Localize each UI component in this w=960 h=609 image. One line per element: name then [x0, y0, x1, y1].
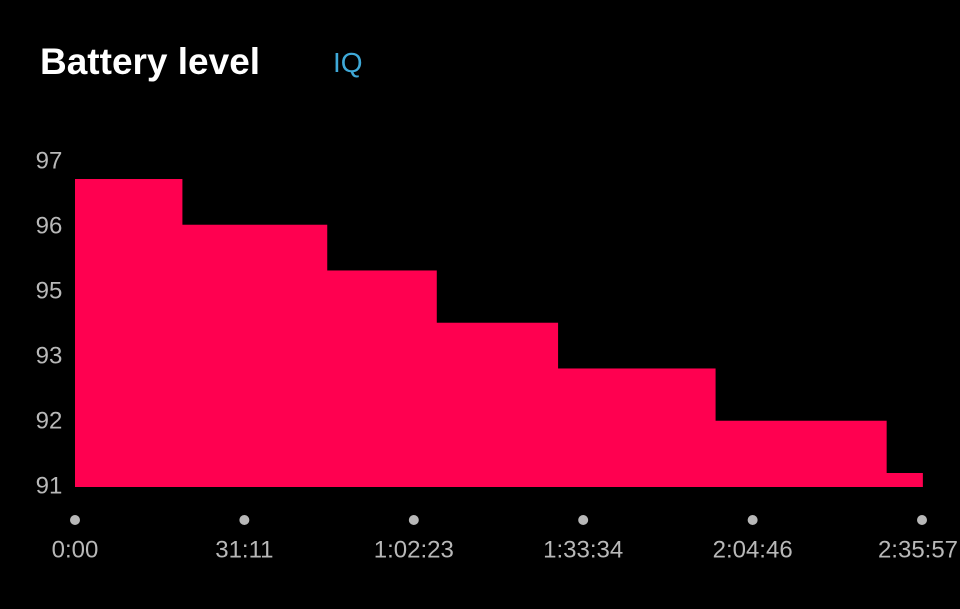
- battery-step-5: [557, 368, 716, 487]
- battery-step-6: [714, 420, 887, 487]
- y-tick-label: 91: [36, 472, 63, 499]
- iq-icon[interactable]: IQ: [333, 47, 363, 78]
- x-tick-dot: [70, 515, 80, 525]
- battery-step-1: [75, 179, 183, 487]
- chart-title: Battery level: [40, 41, 261, 82]
- x-tick-dot: [408, 515, 419, 525]
- battery-step-4: [436, 322, 559, 487]
- x-tick-label: 1:33:34: [543, 536, 623, 563]
- y-axis-ticks: 97 96 95 93 92 91: [36, 147, 63, 499]
- y-tick-label: 93: [36, 342, 63, 369]
- x-tick-dot: [578, 515, 589, 525]
- y-tick-label: 96: [36, 212, 63, 239]
- x-tick-dot: [239, 515, 250, 525]
- x-tick-dot: [747, 515, 758, 525]
- battery-step-2: [181, 224, 328, 488]
- x-axis-ticks: 0:00 31:11 1:02:23 1:33:34 2:04:46 2:35:57: [52, 515, 958, 563]
- x-tick-label: 2:04:46: [713, 536, 793, 563]
- battery-step-7: [886, 473, 923, 487]
- x-tick-label: 2:35:57: [878, 536, 958, 563]
- battery-level-series: [75, 179, 923, 488]
- y-tick-label: 97: [36, 147, 63, 174]
- x-tick-label: 1:02:23: [374, 536, 454, 563]
- x-tick-label: 31:11: [215, 536, 273, 563]
- y-tick-label: 92: [36, 407, 63, 434]
- y-tick-label: 95: [36, 277, 63, 304]
- x-tick-label: 0:00: [52, 536, 99, 563]
- battery-step-3: [326, 270, 437, 487]
- x-tick-dot: [917, 515, 927, 525]
